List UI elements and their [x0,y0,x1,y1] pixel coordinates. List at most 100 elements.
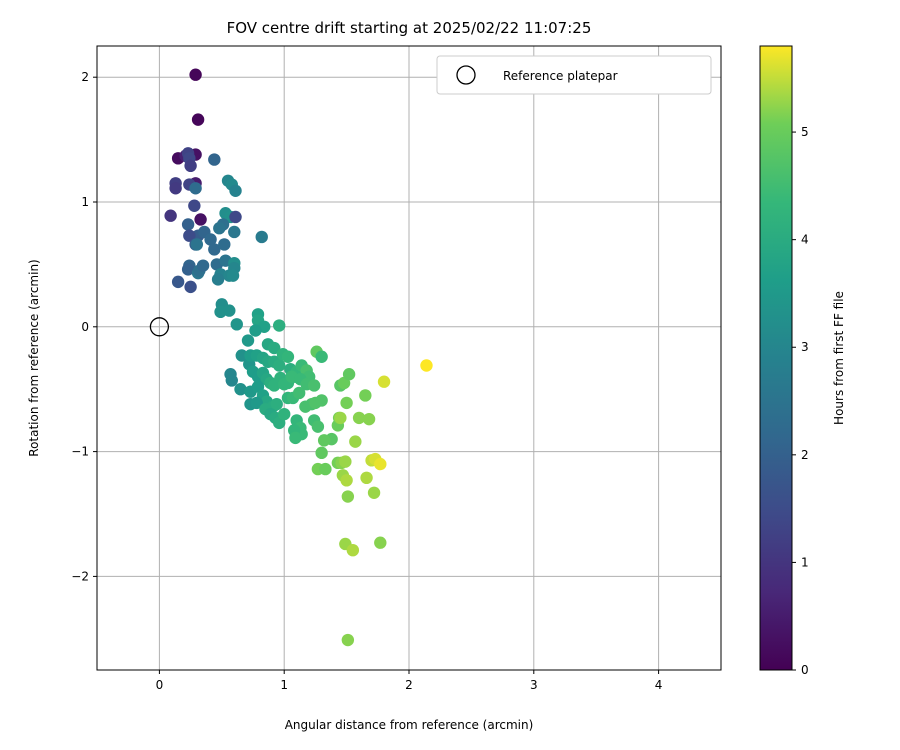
data-point [234,383,247,396]
colorbar-tick-label: 1 [801,555,809,569]
colorbar-tick-label: 3 [801,340,809,354]
data-point [342,368,356,381]
data-point [208,243,221,256]
data-point [191,113,205,126]
y-axis-ticks: −2 −1 0 1 2 [71,70,97,583]
data-point [181,263,195,276]
data-point [352,411,366,425]
data-point [292,386,306,400]
data-point [164,209,177,222]
data-point [194,213,207,226]
data-point [341,490,355,503]
data-point [374,536,387,549]
y-tick-label: 2 [81,70,89,84]
y-tick-label: 0 [81,320,89,334]
data-point [340,474,353,487]
legend-box [436,55,712,95]
data-point [213,222,226,235]
data-point [230,318,243,331]
data-point [319,462,332,476]
data-point [190,238,204,251]
data-point [184,280,197,294]
data-point [278,407,291,421]
reference-platepar-marker [149,317,170,337]
data-point [225,374,238,387]
legend: Reference platepar [436,55,712,95]
x-tick-label: 1 [280,678,288,692]
data-point [188,199,201,212]
data-point [362,412,376,426]
data-point [183,229,196,242]
data-point [340,396,353,410]
data-point [339,455,352,468]
data-point [367,486,381,499]
data-point [273,359,286,372]
x-axis-ticks: 0 1 2 3 4 [156,670,663,692]
data-point [226,269,240,282]
x-tick-label: 3 [530,678,538,692]
data-point [315,446,328,460]
colorbar-tick-label: 0 [801,663,809,677]
data-point [196,259,210,272]
data-point [211,273,225,286]
data-point [346,543,360,557]
data-point [189,68,202,81]
data-point [281,350,295,363]
data-point [307,379,321,392]
legend-marker-open-circle [456,65,476,85]
data-point [270,397,283,411]
data-point [255,230,268,244]
y-tick-label: −2 [71,569,89,583]
x-axis-label: Angular distance from reference (arcmin) [285,718,534,732]
colorbar-tick-label: 5 [801,125,809,139]
data-point [359,389,372,402]
data-point [377,375,391,388]
data-point [218,238,231,251]
data-point [334,411,347,425]
x-tick-label: 0 [156,678,164,692]
data-point [349,435,362,448]
data-point [189,182,202,195]
data-point [249,324,262,337]
chart-title: FOV centre drift starting at 2025/02/22 … [227,19,592,37]
data-point [250,396,263,410]
data-point [181,218,195,231]
data-point [229,210,242,224]
colorbar-tick-label: 4 [801,233,809,247]
data-point [184,159,197,173]
data-point [228,225,241,239]
data-point [204,233,217,246]
data-point [241,334,255,347]
data-point [273,319,286,332]
x-tick-label: 4 [655,678,663,692]
colorbar-label: Hours from first FF file [832,291,846,425]
data-point [315,394,328,407]
data-point [317,434,331,447]
data-point [341,633,355,647]
grid [97,46,721,670]
y-axis-label: Rotation from reference (arcmin) [27,259,41,456]
data-point [208,153,221,166]
data-point [171,275,185,289]
y-tick-label: −1 [71,445,89,459]
data-point [315,350,328,363]
data-points [164,68,433,647]
colorbar-ticks: 0 1 2 3 4 5 [792,125,809,677]
data-point [289,431,302,445]
data-point [169,182,182,195]
x-tick-label: 2 [405,678,413,692]
data-point [229,184,242,197]
data-point [360,471,373,485]
data-point [223,304,236,317]
y-tick-label: 1 [81,195,89,209]
data-point [420,359,433,372]
data-point [268,341,281,355]
colorbar-tick-label: 2 [801,448,809,462]
data-point [235,349,248,362]
colorbar [759,45,793,671]
plot-frame [96,45,722,671]
legend-label: Reference platepar [503,69,618,83]
data-point [311,420,325,433]
data-point [374,457,387,471]
